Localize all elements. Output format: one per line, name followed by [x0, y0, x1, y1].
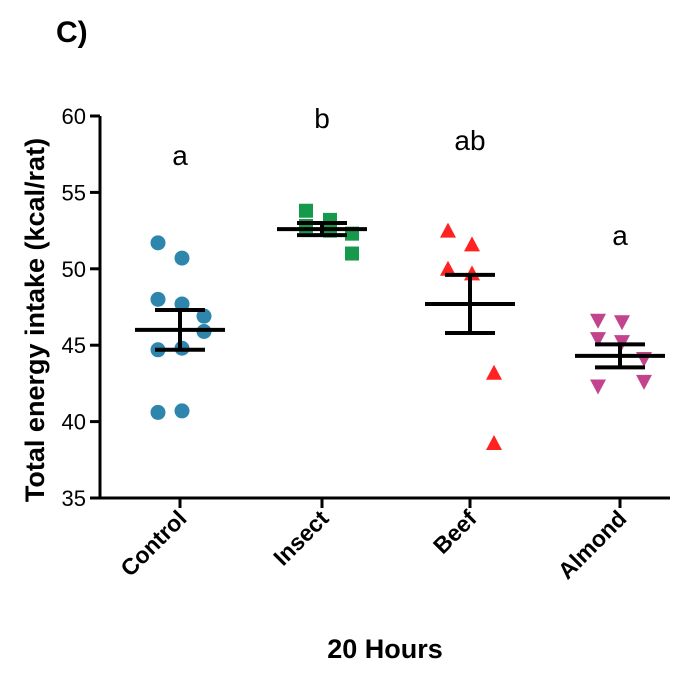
data-point [440, 260, 456, 276]
significance-letter: ab [454, 125, 485, 156]
data-point [590, 379, 606, 395]
panel-label: C) [56, 16, 88, 49]
data-point [345, 246, 359, 261]
y-tick-label: 60 [62, 104, 86, 129]
data-point [174, 250, 190, 266]
data-point [196, 308, 212, 324]
data-point [464, 236, 480, 252]
data-point [174, 296, 190, 312]
data-point [590, 332, 606, 348]
data-point [486, 364, 502, 380]
data-point [150, 404, 166, 420]
data-point [150, 235, 166, 251]
y-tick-label: 50 [62, 257, 86, 282]
data-point [486, 434, 502, 450]
data-point [636, 374, 652, 390]
y-tick-label: 55 [62, 180, 86, 205]
x-axis-title: 20 Hours [327, 634, 443, 664]
x-tick-label: Control [115, 505, 191, 581]
y-tick-label: 45 [62, 333, 86, 358]
y-tick-label: 35 [62, 486, 86, 511]
x-tick-label: Almond [553, 505, 632, 584]
x-tick-label: Insect [268, 505, 334, 571]
data-point [150, 291, 166, 307]
significance-letter: a [612, 220, 628, 251]
y-tick-label: 40 [62, 410, 86, 435]
significance-letter: b [314, 103, 330, 134]
data-point [174, 403, 190, 419]
x-tick-label: Beef [428, 505, 482, 559]
significance-letter: a [172, 140, 188, 171]
data-point [590, 313, 606, 329]
y-axis-title: Total energy intake (kcal/rat) [20, 138, 50, 502]
data-point [299, 203, 313, 218]
data-point [440, 222, 456, 238]
data-point [614, 315, 630, 331]
